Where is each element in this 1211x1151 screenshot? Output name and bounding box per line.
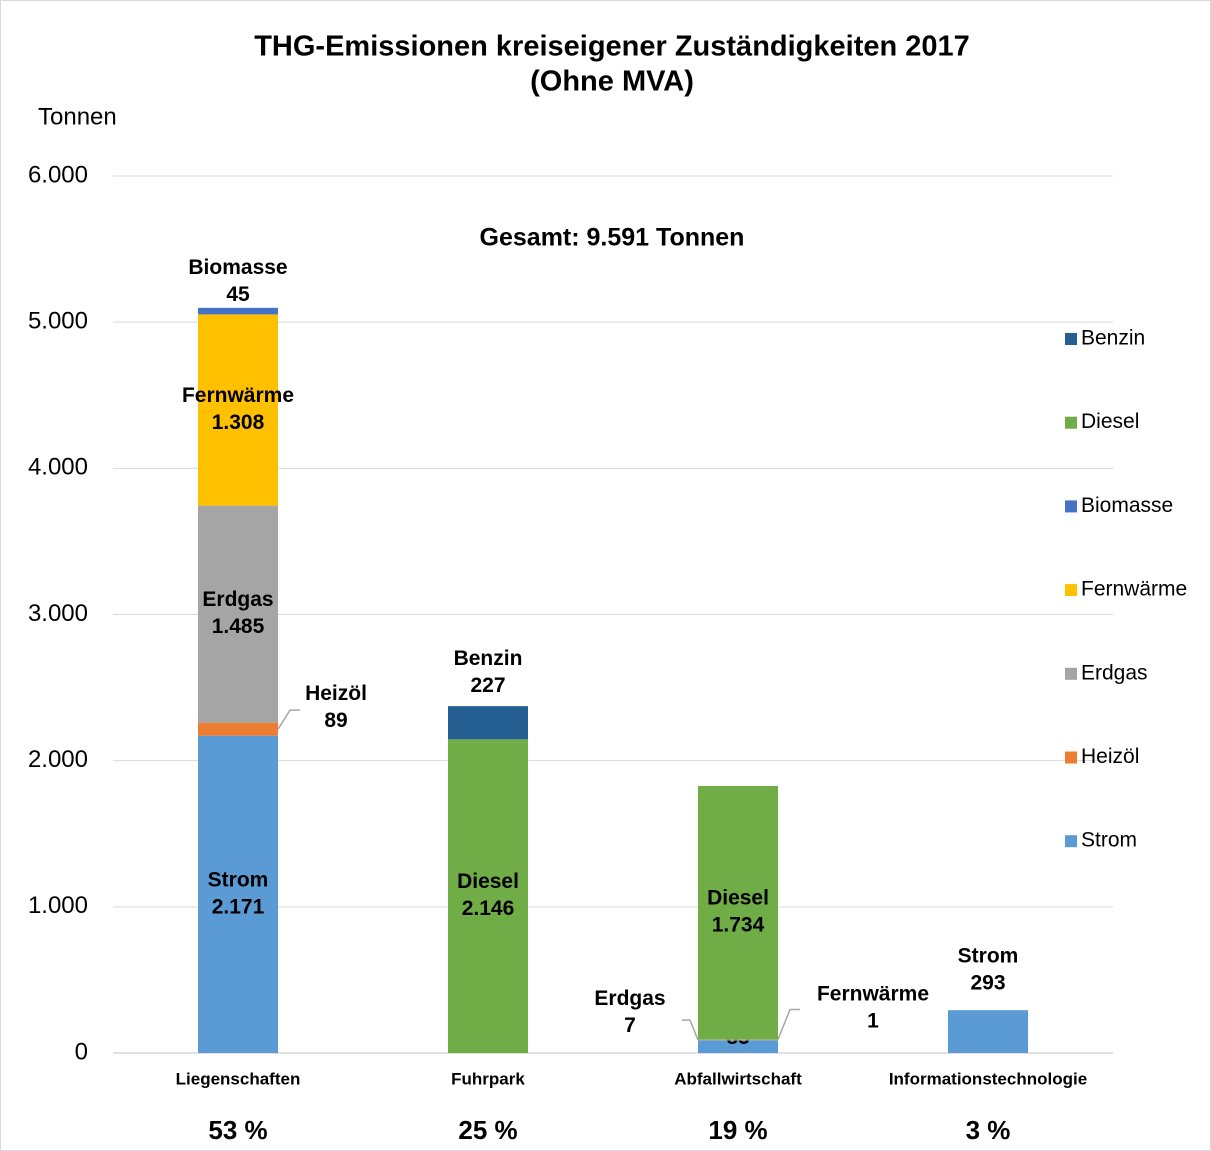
data-label: 45	[226, 283, 250, 306]
bar-segment	[448, 706, 528, 740]
bar-segment	[448, 739, 528, 1053]
x-tick-label: Abfallwirtschaft	[674, 1069, 802, 1088]
bar-segment	[198, 722, 278, 736]
y-tick-label: 2.000	[28, 746, 88, 773]
data-label: 293	[970, 972, 1005, 995]
data-label-name: Erdgas	[202, 588, 273, 611]
y-tick-label: 6.000	[28, 161, 88, 188]
bar-segment	[198, 314, 278, 506]
chart-title: THG-Emissionen kreiseigener Zuständigkei…	[254, 31, 970, 63]
data-label: 1	[867, 1010, 879, 1033]
bar-segment	[698, 1040, 778, 1053]
y-tick-label: 0	[75, 1038, 88, 1065]
data-label-name: Strom	[958, 945, 1019, 968]
bar-segment	[198, 505, 278, 723]
data-label-name: Benzin	[454, 647, 523, 670]
legend-swatch	[1065, 333, 1077, 345]
data-label-name: Fernwärme	[182, 384, 294, 407]
bar-segment	[698, 1039, 778, 1041]
data-label-name: Biomasse	[188, 256, 287, 279]
legend-swatch	[1065, 667, 1077, 680]
leader-line	[277, 709, 300, 730]
category-share: 19 %	[708, 1115, 767, 1145]
bar-segment	[948, 1010, 1028, 1053]
leader-line	[682, 1019, 699, 1041]
total-annotation: Gesamt: 9.591 Tonnen	[480, 224, 745, 252]
data-label: 89	[324, 709, 347, 732]
x-tick-label: Fuhrpark	[451, 1069, 525, 1088]
bar-segment	[198, 735, 278, 1053]
data-label-name: Strom	[208, 868, 269, 891]
legend-label: Benzin	[1081, 327, 1145, 350]
legend-swatch	[1065, 416, 1077, 429]
data-label: 1.734	[712, 914, 765, 937]
bar-segment	[698, 785, 778, 1040]
legend-swatch	[1065, 835, 1077, 848]
data-label: 7	[624, 1014, 636, 1037]
category-share: 3 %	[966, 1115, 1011, 1145]
legend-label: Erdgas	[1081, 661, 1148, 684]
data-label: 1.485	[212, 615, 265, 638]
legend-swatch	[1065, 584, 1077, 597]
legend-label: Fernwärme	[1081, 578, 1187, 601]
data-label: 1.308	[212, 411, 265, 434]
data-label: 2.171	[212, 895, 265, 918]
x-tick-label: Liegenschaften	[176, 1069, 301, 1088]
bar-segment	[198, 307, 278, 315]
y-tick-label: 4.000	[28, 454, 88, 481]
data-label-name: Diesel	[707, 887, 769, 910]
y-tick-label: 5.000	[28, 308, 88, 335]
data-label-name: Erdgas	[594, 987, 665, 1010]
x-tick-label: Informationstechnologie	[889, 1069, 1087, 1088]
legend-swatch	[1065, 500, 1077, 513]
data-label-name: Diesel	[457, 870, 519, 893]
leader-line	[777, 1008, 800, 1040]
data-label: 227	[470, 674, 505, 697]
legend-swatch	[1065, 751, 1077, 764]
legend-label: Strom	[1081, 829, 1137, 852]
category-share: 53 %	[208, 1115, 267, 1145]
chart-subtitle: (Ohne MVA)	[530, 66, 694, 98]
y-tick-label: 3.000	[28, 600, 88, 627]
y-axis-label: Tonnen	[38, 103, 117, 130]
data-label: 2.146	[462, 897, 515, 920]
legend-label: Diesel	[1081, 410, 1139, 433]
legend-label: Heizöl	[1081, 745, 1139, 768]
data-label-name: Heizöl	[305, 682, 367, 705]
legend-label: Biomasse	[1081, 494, 1173, 517]
data-label-name: Fernwärme	[817, 983, 929, 1006]
y-tick-label: 1.000	[28, 892, 88, 919]
category-share: 25 %	[458, 1115, 517, 1145]
